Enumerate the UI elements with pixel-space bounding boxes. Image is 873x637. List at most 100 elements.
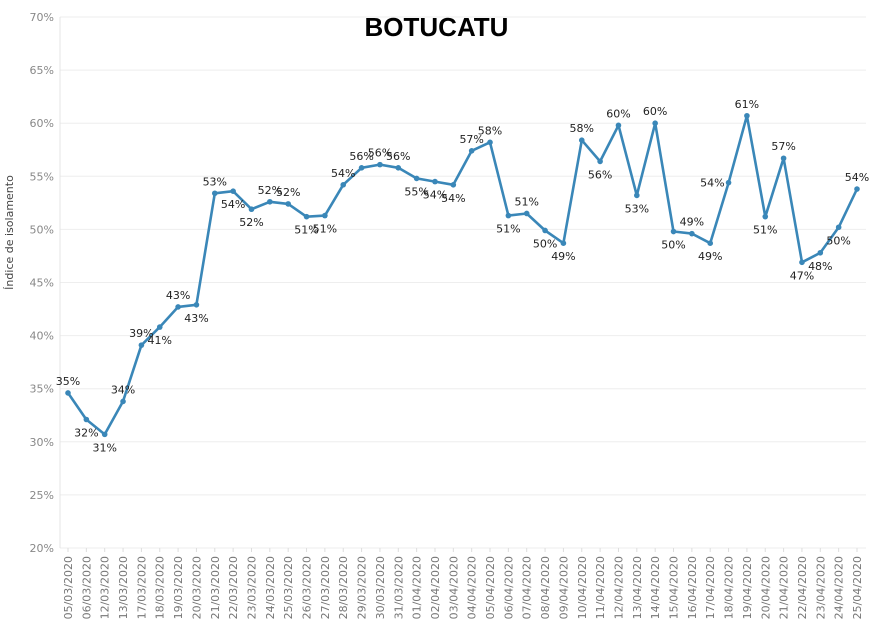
data-label: 57% xyxy=(771,140,795,153)
data-point[interactable] xyxy=(322,212,328,219)
data-point[interactable] xyxy=(652,120,658,126)
data-point[interactable] xyxy=(578,137,585,143)
data-point[interactable] xyxy=(248,206,255,213)
data-label: 54% xyxy=(221,198,245,211)
data-point[interactable] xyxy=(670,228,677,235)
data-point[interactable] xyxy=(560,240,567,247)
data-point[interactable] xyxy=(780,155,787,162)
data-point[interactable] xyxy=(799,259,805,266)
data-point[interactable] xyxy=(468,148,475,154)
data-label: 53% xyxy=(203,175,227,188)
data-label: 48% xyxy=(808,260,832,273)
data-point[interactable] xyxy=(744,112,750,119)
data-label: 39% xyxy=(129,327,153,340)
data-label: 49% xyxy=(680,216,704,229)
data-label: 31% xyxy=(92,441,116,454)
data-label: 52% xyxy=(276,186,300,199)
data-point[interactable] xyxy=(285,201,291,207)
x-tick-label: 23/04/2020 xyxy=(814,556,827,619)
x-tick-label: 23/03/2020 xyxy=(245,556,258,619)
data-point[interactable] xyxy=(432,178,438,185)
data-label: 54% xyxy=(700,177,724,190)
data-label: 52% xyxy=(258,184,282,197)
data-point[interactable] xyxy=(835,224,842,231)
data-point[interactable] xyxy=(542,227,548,234)
x-tick-label: 25/04/2020 xyxy=(851,556,864,619)
data-point[interactable] xyxy=(450,181,457,188)
x-tick-label: 20/04/2020 xyxy=(759,556,772,619)
data-point[interactable] xyxy=(505,212,512,219)
data-point[interactable] xyxy=(138,342,145,348)
x-tick-label: 09/04/2020 xyxy=(557,556,570,619)
x-tick-label: 14/04/2020 xyxy=(649,556,662,619)
data-label: 51% xyxy=(313,223,337,236)
data-point[interactable] xyxy=(358,165,365,171)
data-label: 58% xyxy=(570,122,594,135)
data-point[interactable] xyxy=(175,304,181,310)
data-label: 50% xyxy=(661,239,685,252)
x-tick-label: 19/03/2020 xyxy=(172,556,185,619)
data-point[interactable] xyxy=(413,175,420,182)
x-tick-label: 16/04/2020 xyxy=(686,556,699,619)
data-label: 61% xyxy=(735,98,759,111)
data-label: 51% xyxy=(514,195,538,208)
x-tick-label: 21/04/2020 xyxy=(778,556,791,619)
data-point[interactable] xyxy=(597,158,603,165)
data-point[interactable] xyxy=(120,398,126,405)
y-tick-label: 30% xyxy=(30,436,54,449)
x-tick-label: 12/03/2020 xyxy=(99,556,112,619)
y-tick-label: 25% xyxy=(30,489,54,502)
data-label: 50% xyxy=(533,237,557,250)
data-point[interactable] xyxy=(156,324,163,330)
data-label: 54% xyxy=(441,192,465,205)
x-tick-label: 20/03/2020 xyxy=(190,556,203,619)
data-point[interactable] xyxy=(523,210,530,217)
data-point[interactable] xyxy=(193,302,200,308)
data-label: 58% xyxy=(478,124,502,137)
data-point[interactable] xyxy=(303,213,310,220)
data-point[interactable] xyxy=(707,240,714,247)
x-tick-label: 05/04/2020 xyxy=(484,556,497,619)
x-tick-label: 01/04/2020 xyxy=(411,556,424,619)
data-point[interactable] xyxy=(65,390,71,396)
data-point[interactable] xyxy=(211,190,218,197)
data-label: 57% xyxy=(459,133,483,146)
data-point[interactable] xyxy=(725,179,732,186)
x-tick-label: 17/03/2020 xyxy=(135,556,148,619)
data-label: 60% xyxy=(606,107,630,120)
data-point[interactable] xyxy=(817,249,824,256)
data-point[interactable] xyxy=(340,181,347,188)
data-point[interactable] xyxy=(267,198,273,205)
data-label: 43% xyxy=(166,289,190,302)
data-point[interactable] xyxy=(377,161,383,168)
x-tick-label: 04/04/2020 xyxy=(466,556,479,619)
x-tick-label: 18/03/2020 xyxy=(154,556,167,619)
data-point[interactable] xyxy=(101,431,108,438)
data-label: 56% xyxy=(588,168,612,181)
x-tick-label: 05/03/2020 xyxy=(62,556,75,619)
data-label: 50% xyxy=(826,234,850,247)
x-tick-label: 18/04/2020 xyxy=(723,556,736,619)
data-label: 43% xyxy=(184,312,208,325)
data-point[interactable] xyxy=(854,186,860,192)
y-tick-label: 60% xyxy=(30,117,54,130)
data-point[interactable] xyxy=(615,122,622,129)
x-tick-label: 19/04/2020 xyxy=(741,556,754,619)
data-label: 54% xyxy=(423,189,447,202)
data-point[interactable] xyxy=(83,416,90,423)
data-point[interactable] xyxy=(230,188,236,194)
y-axis-title: Índice de isolamento xyxy=(3,175,16,290)
data-point[interactable] xyxy=(487,139,493,146)
data-label: 56% xyxy=(368,147,392,160)
x-tick-label: 15/04/2020 xyxy=(668,556,681,619)
data-label: 49% xyxy=(551,250,575,263)
data-point[interactable] xyxy=(395,165,402,171)
data-point[interactable] xyxy=(689,230,695,237)
y-tick-label: 35% xyxy=(30,383,54,396)
data-point[interactable] xyxy=(634,192,640,199)
data-point[interactable] xyxy=(762,213,769,220)
data-label: 51% xyxy=(294,224,318,237)
data-label: 47% xyxy=(790,269,814,282)
x-tick-label: 11/04/2020 xyxy=(594,556,607,619)
